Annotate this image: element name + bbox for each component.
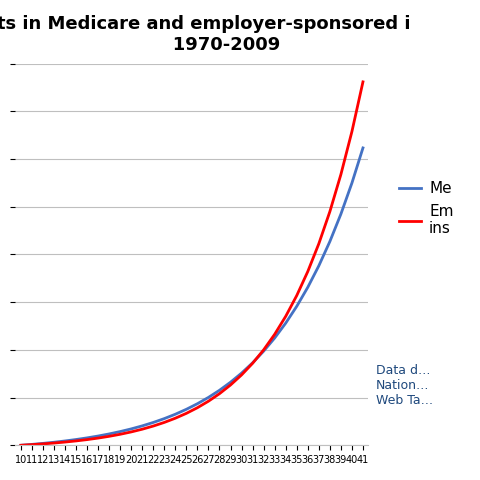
Me (216, 387, 222, 393)
Me (62, 438, 68, 444)
Em
ins (128, 429, 134, 435)
Me (250, 360, 255, 366)
Me (294, 303, 300, 309)
Me (228, 379, 233, 385)
Em
ins (29, 442, 35, 447)
Me (84, 435, 90, 441)
Me (40, 441, 46, 446)
Me (360, 145, 366, 151)
Em
ins (272, 331, 277, 337)
Me (194, 401, 200, 407)
Em
ins (228, 382, 233, 388)
Em
ins (139, 426, 145, 432)
Legend: Me, Em
ins: Me, Em ins (393, 175, 460, 242)
Me (51, 439, 57, 445)
Me (283, 320, 288, 326)
Em
ins (194, 405, 200, 410)
Em
ins (239, 372, 244, 378)
Em
ins (40, 441, 46, 447)
Em
ins (106, 433, 112, 439)
Em
ins (316, 241, 322, 247)
Em
ins (305, 269, 311, 275)
Em
ins (18, 443, 24, 448)
Me (161, 416, 167, 421)
Em
ins (205, 398, 211, 404)
Me (73, 437, 79, 443)
Me (29, 442, 35, 447)
Me (205, 395, 211, 400)
Em
ins (183, 410, 189, 416)
Me (139, 423, 145, 429)
Me (239, 370, 244, 376)
Me (106, 431, 112, 437)
Em
ins (51, 440, 57, 446)
Me (272, 335, 277, 341)
Em
ins (250, 360, 255, 366)
Me (18, 443, 24, 448)
Em
ins (172, 415, 178, 421)
Line: Me: Me (21, 148, 363, 445)
Line: Em
ins: Em ins (21, 82, 363, 445)
Em
ins (327, 209, 333, 215)
Em
ins (95, 435, 101, 441)
Title: osts in Medicare and employer-sponsored i
           1970-2009: osts in Medicare and employer-sponsored … (0, 15, 410, 54)
Me (150, 420, 156, 425)
Me (183, 407, 189, 412)
Em
ins (283, 313, 288, 319)
Em
ins (294, 293, 300, 299)
Text: Data d…
Nation…
Web Ta…: Data d… Nation… Web Ta… (375, 364, 432, 407)
Me (349, 180, 355, 186)
Em
ins (216, 391, 222, 396)
Em
ins (62, 439, 68, 445)
Em
ins (161, 420, 167, 425)
Em
ins (338, 171, 344, 177)
Em
ins (73, 438, 79, 444)
Em
ins (261, 347, 266, 353)
Me (305, 285, 311, 290)
Me (117, 429, 123, 434)
Me (128, 426, 134, 432)
Me (316, 263, 322, 269)
Em
ins (150, 423, 156, 429)
Em
ins (349, 129, 355, 134)
Me (261, 348, 266, 354)
Me (338, 211, 344, 217)
Me (327, 239, 333, 244)
Me (172, 411, 178, 417)
Em
ins (84, 437, 90, 443)
Em
ins (117, 432, 123, 437)
Me (95, 433, 101, 439)
Em
ins (360, 79, 366, 85)
